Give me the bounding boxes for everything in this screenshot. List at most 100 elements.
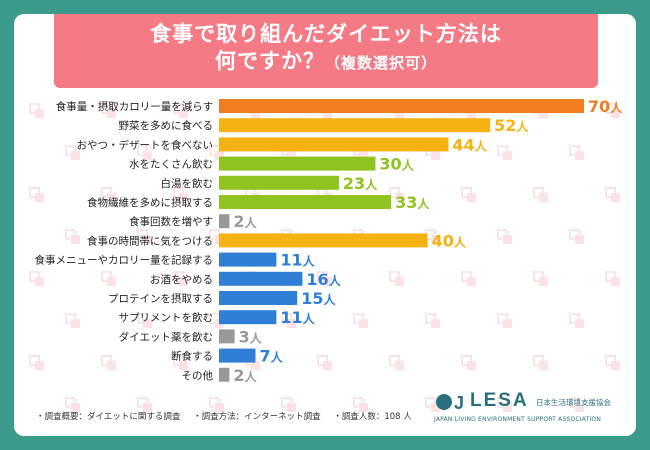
pattern-square-fill [575, 235, 584, 244]
bar [219, 252, 277, 267]
pattern-square-fill [107, 277, 116, 286]
pattern-square [497, 313, 508, 324]
pattern-square [317, 271, 328, 282]
category-label: 食事の時間帯に気をつける [87, 234, 213, 247]
logo-mark-icon: J [436, 393, 464, 413]
title-line-2-main: 何ですか？ [214, 49, 325, 73]
pattern-square-fill [431, 235, 440, 244]
pattern-square-fill [107, 193, 116, 202]
pattern-square [65, 145, 76, 156]
pattern-square-fill [107, 109, 116, 118]
pattern-square-fill [395, 109, 404, 118]
pattern-square-fill [539, 193, 548, 202]
pattern-square-fill [35, 277, 44, 286]
pattern-square [173, 103, 184, 114]
pattern-square [533, 187, 544, 198]
pattern-square-fill [215, 151, 224, 160]
pattern-square [101, 187, 112, 198]
category-label: 食物繊維を多めに摂取する [87, 196, 213, 209]
footnote-survey-count: ・調査人数：108 人 [333, 412, 412, 422]
pattern-square-fill [575, 319, 584, 328]
pattern-square-fill [395, 193, 404, 202]
pattern-square-fill [359, 151, 368, 160]
pattern-square-fill [359, 403, 368, 412]
pattern-square-fill [611, 277, 620, 286]
category-label: ダイエット薬を飲む [119, 330, 213, 343]
value-label: 3人 [239, 327, 263, 346]
pattern-square-fill [215, 403, 224, 412]
title-line-2: 何ですか？（複数選択可） [215, 48, 437, 77]
pattern-square-fill [575, 403, 584, 412]
pattern-square [137, 229, 148, 240]
pattern-square [137, 397, 148, 408]
value-label: 11人 [280, 251, 315, 270]
pattern-square-fill [71, 235, 80, 244]
pattern-square-fill [503, 235, 512, 244]
value-label: 44人 [452, 135, 487, 154]
pattern-square-fill [359, 319, 368, 328]
pattern-square-fill [179, 277, 188, 286]
value-label: 11人 [280, 308, 315, 327]
pattern-square-fill [179, 193, 188, 202]
logo-japanese-name: 日本生活環境支援協会 [536, 398, 611, 407]
pattern-square [101, 271, 112, 282]
pattern-square-fill [287, 319, 296, 328]
category-label: 野菜を多めに食べる [119, 119, 214, 132]
title-line-2-sub: （複数選択可） [324, 54, 437, 72]
pattern-square-fill [503, 403, 512, 412]
pattern-square-fill [179, 109, 188, 118]
pattern-square [317, 355, 328, 366]
pattern-square [65, 229, 76, 240]
logo-english-name: JAPAN LIVING ENVIRONMENT SUPPORT ASSOCIA… [434, 416, 602, 423]
pattern-square [101, 355, 112, 366]
pattern-square [605, 355, 616, 366]
bar [219, 291, 298, 305]
pattern-square [101, 103, 112, 114]
pattern-square-fill [467, 109, 476, 118]
bar [219, 195, 392, 209]
pattern-square [281, 313, 292, 324]
value-label: 40人 [432, 231, 467, 250]
category-label: その他 [182, 369, 214, 382]
bar [219, 99, 584, 113]
category-label: 断食する [171, 350, 213, 363]
pattern-square [425, 313, 436, 324]
pattern-square [569, 313, 580, 324]
pattern-square-fill [35, 109, 44, 118]
pattern-square [65, 313, 76, 324]
pattern-square [353, 313, 364, 324]
value-label: 23人 [343, 174, 378, 193]
pattern-square [533, 355, 544, 366]
category-label: 食事メニューやカロリー量を記録する [35, 254, 214, 267]
footnote-survey-summary: ・調査概要：ダイエットに関する調査 [36, 412, 181, 422]
pattern-square [137, 313, 148, 324]
pattern-square-fill [611, 361, 620, 370]
pattern-square [209, 397, 220, 408]
category-label: お酒をやめる [150, 273, 213, 286]
pattern-square [533, 271, 544, 282]
footnote: ・調査概要：ダイエットに関する調査 ・調査方法：インターネット調査 ・調査人数：… [36, 410, 422, 422]
pattern-square [605, 187, 616, 198]
pattern-square [569, 145, 580, 156]
pattern-square-fill [539, 277, 548, 286]
pattern-square-fill [395, 361, 404, 370]
category-label: プロテインを摂取する [108, 292, 213, 305]
bar [219, 310, 277, 325]
pattern-square-fill [107, 361, 116, 370]
pattern-square [497, 229, 508, 240]
pattern-square-fill [323, 277, 332, 286]
pattern-square-fill [143, 403, 152, 412]
bar [219, 348, 256, 363]
pattern-square-fill [467, 277, 476, 286]
pattern-square-fill [467, 361, 476, 370]
pattern-square-fill [287, 151, 296, 160]
bar [219, 137, 449, 152]
pattern-square [461, 187, 472, 198]
lesa-logo: J LESA 日本生活環境支援協会 JAPAN LIVING ENVIRONME… [434, 390, 634, 430]
value-label: 16人 [306, 270, 341, 289]
value-label: 7人 [260, 347, 284, 366]
pattern-square-fill [287, 403, 296, 412]
pattern-square [389, 355, 400, 366]
bar [219, 175, 339, 190]
